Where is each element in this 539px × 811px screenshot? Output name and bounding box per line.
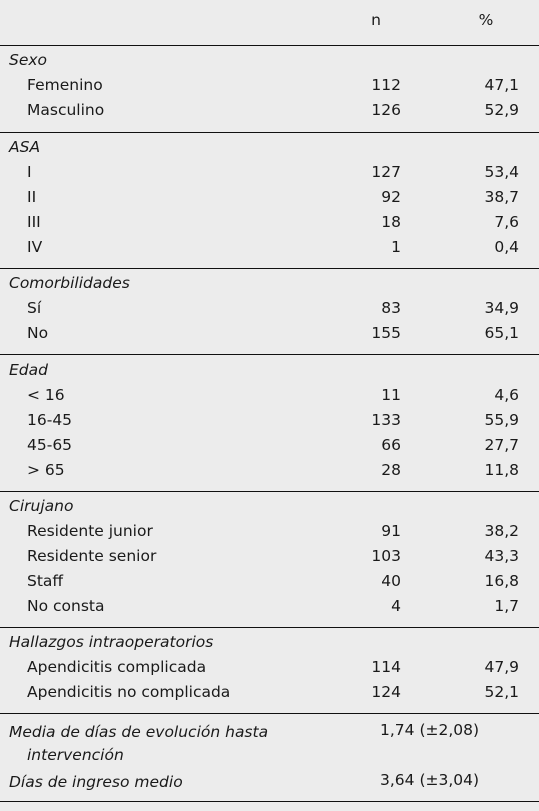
row-percent-value: 55,9 — [484, 411, 519, 429]
section-title: ASA — [9, 138, 41, 156]
header-divider — [0, 45, 539, 46]
row-label: < 16 — [27, 386, 65, 404]
section-title: Comorbilidades — [9, 274, 130, 292]
column-header-percent: % — [478, 11, 494, 29]
row-n-value: 1 — [391, 238, 401, 256]
row-percent-value: 52,9 — [484, 101, 519, 119]
footer-label-line1: Días de ingreso medio — [9, 773, 183, 791]
footer-label: Días de ingreso medio — [9, 771, 183, 794]
row-label: III — [27, 213, 41, 231]
row-percent-value: 34,9 — [484, 299, 519, 317]
footer-label-line2: intervención — [27, 746, 124, 764]
row-percent-value: 7,6 — [494, 213, 519, 231]
table-header: n % — [0, 11, 539, 35]
row-n-value: 133 — [371, 411, 401, 429]
row-label: I — [27, 163, 32, 181]
row-n-value: 127 — [371, 163, 401, 181]
row-percent-value: 4,6 — [494, 386, 519, 404]
section-divider — [0, 354, 539, 355]
row-n-value: 91 — [381, 522, 401, 540]
row-label: Residente senior — [27, 547, 157, 565]
section-divider — [0, 627, 539, 628]
row-n-value: 4 — [391, 597, 401, 615]
table-row: Staff 40 16,8 — [0, 572, 539, 597]
section-title: Hallazgos intraoperatorios — [9, 633, 214, 651]
row-label: II — [27, 188, 37, 206]
table-row: Apendicitis complicada 114 47,9 — [0, 658, 539, 683]
row-n-value: 114 — [371, 658, 401, 676]
row-n-value: 11 — [381, 386, 401, 404]
table-row: Femenino 112 47,1 — [0, 76, 539, 101]
row-label: 16-45 — [27, 411, 73, 429]
row-label: Apendicitis complicada — [27, 658, 207, 676]
table-row: > 65 28 11,8 — [0, 461, 539, 486]
row-label: No — [27, 324, 49, 342]
row-n-value: 155 — [371, 324, 401, 342]
row-percent-value: 27,7 — [484, 436, 519, 454]
footer-value: 1,74 (±2,08) — [380, 721, 480, 739]
row-percent-value: 43,3 — [484, 547, 519, 565]
table-row: I 127 53,4 — [0, 163, 539, 188]
row-n-value: 40 — [381, 572, 401, 590]
row-label: IV — [27, 238, 43, 256]
column-header-n: n — [371, 11, 381, 29]
table-row: Apendicitis no complicada 124 52,1 — [0, 683, 539, 708]
row-label: Staff — [27, 572, 64, 590]
table-row: < 16 11 4,6 — [0, 386, 539, 411]
table-row: No consta 4 1,7 — [0, 597, 539, 622]
row-label: Sí — [27, 299, 42, 317]
table-row: No 155 65,1 — [0, 324, 539, 349]
row-percent-value: 16,8 — [484, 572, 519, 590]
row-percent-value: 47,1 — [484, 76, 519, 94]
row-percent-value: 0,4 — [494, 238, 519, 256]
table-row: 16-45 133 55,9 — [0, 411, 539, 436]
row-label: > 65 — [27, 461, 65, 479]
section-divider — [0, 132, 539, 133]
row-n-value: 18 — [381, 213, 401, 231]
section-title: Sexo — [9, 51, 48, 69]
row-n-value: 92 — [381, 188, 401, 206]
row-percent-value: 52,1 — [484, 683, 519, 701]
row-n-value: 103 — [371, 547, 401, 565]
table-row: IV 1 0,4 — [0, 238, 539, 263]
row-percent-value: 38,2 — [484, 522, 519, 540]
row-percent-value: 11,8 — [484, 461, 519, 479]
section-title: Edad — [9, 361, 48, 379]
section-divider — [0, 491, 539, 492]
row-label: 45-65 — [27, 436, 73, 454]
table-row: Masculino 126 52,9 — [0, 101, 539, 126]
row-percent-value: 53,4 — [484, 163, 519, 181]
row-label: No consta — [27, 597, 105, 615]
row-n-value: 126 — [371, 101, 401, 119]
row-n-value: 112 — [371, 76, 401, 94]
row-label: Apendicitis no complicada — [27, 683, 231, 701]
section-title: Cirujano — [9, 497, 74, 515]
row-label: Masculino — [27, 101, 105, 119]
row-percent-value: 1,7 — [494, 597, 519, 615]
footer-value: 3,64 (±3,04) — [380, 771, 480, 789]
footer-label: Media de días de evolución hasta interve… — [9, 721, 268, 767]
footer-label-line1: Media de días de evolución hasta — [9, 723, 269, 741]
row-label: Residente junior — [27, 522, 153, 540]
table-row: 45-65 66 27,7 — [0, 436, 539, 461]
row-n-value: 66 — [381, 436, 401, 454]
table-row: Residente senior 103 43,3 — [0, 547, 539, 572]
section-divider — [0, 713, 539, 714]
row-percent-value: 47,9 — [484, 658, 519, 676]
row-n-value: 83 — [381, 299, 401, 317]
row-label: Femenino — [27, 76, 103, 94]
table-row: Sí 83 34,9 — [0, 299, 539, 324]
section-divider — [0, 268, 539, 269]
table-row: II 92 38,7 — [0, 188, 539, 213]
table-row: III 18 7,6 — [0, 213, 539, 238]
row-n-value: 124 — [371, 683, 401, 701]
row-percent-value: 38,7 — [484, 188, 519, 206]
row-n-value: 28 — [381, 461, 401, 479]
table-row: Residente junior 91 38,2 — [0, 522, 539, 547]
bottom-divider — [0, 801, 539, 802]
row-percent-value: 65,1 — [484, 324, 519, 342]
